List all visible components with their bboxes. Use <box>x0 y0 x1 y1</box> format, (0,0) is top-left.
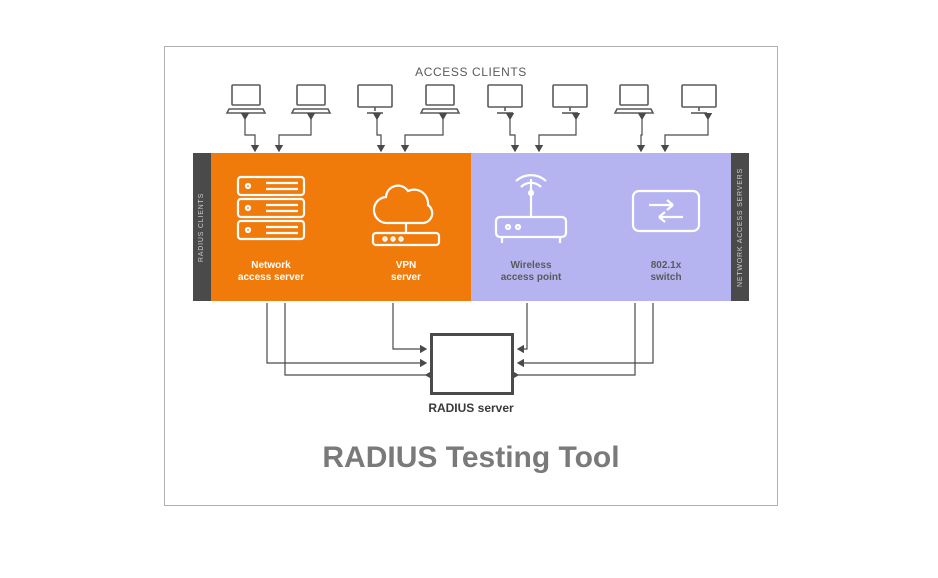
radius-server-label: RADIUS server <box>165 401 777 415</box>
laptop-icon <box>290 83 332 115</box>
vpn-cloud-icon <box>351 169 461 249</box>
device-vpn: VPNserver <box>351 169 461 283</box>
clients-row <box>225 83 720 115</box>
monitor-icon <box>354 83 396 115</box>
wireless-ap-icon <box>476 169 586 249</box>
radius-server-box <box>430 333 514 395</box>
diagram-frame: ACCESS CLIENTS RADIUS CLIENTS NETWORK AC… <box>164 46 778 506</box>
laptop-icon <box>225 83 267 115</box>
device-label: 802.1xswitch <box>611 260 721 283</box>
device-label: Wirelessaccess point <box>476 260 586 283</box>
panel-left: Networkaccess server VPNserver <box>211 153 471 301</box>
laptop-icon <box>419 83 461 115</box>
monitor-icon <box>549 83 591 115</box>
monitor-icon <box>484 83 526 115</box>
network-access-servers-label: NETWORK ACCESS SERVERS <box>737 168 744 287</box>
monitor-icon <box>678 83 720 115</box>
main-title: RADIUS Testing Tool <box>165 441 777 475</box>
device-switch: 802.1xswitch <box>611 169 721 283</box>
device-wap: Wirelessaccess point <box>476 169 586 283</box>
device-label: VPNserver <box>351 260 461 283</box>
panel-right: Wirelessaccess point 802.1xswitch <box>471 153 731 301</box>
sidebar-left: RADIUS CLIENTS <box>193 153 211 301</box>
radius-clients-label: RADIUS CLIENTS <box>199 192 206 261</box>
device-nas: Networkaccess server <box>216 169 326 283</box>
laptop-icon <box>613 83 655 115</box>
sidebar-right: NETWORK ACCESS SERVERS <box>731 153 749 301</box>
switch-icon <box>611 169 721 249</box>
server-stack-icon <box>216 169 326 249</box>
access-clients-label: ACCESS CLIENTS <box>165 65 777 79</box>
device-label: Networkaccess server <box>216 260 326 283</box>
